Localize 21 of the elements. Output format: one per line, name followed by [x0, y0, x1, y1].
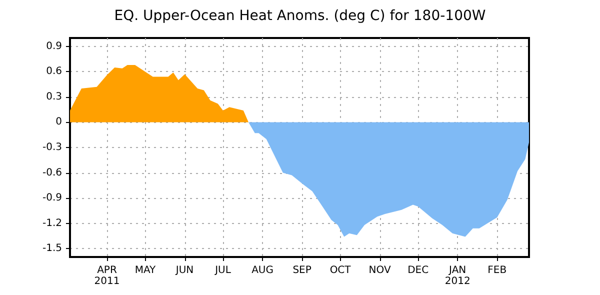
y-tick-label: -0.6 — [42, 167, 62, 178]
x-tick-label: AUG — [252, 265, 274, 276]
x-tick-label: MAY — [134, 265, 157, 276]
x-tick-label: OCT — [330, 265, 352, 276]
chart-title: EQ. Upper-Ocean Heat Anoms. (deg C) for 180-100W — [114, 8, 486, 24]
y-tick-label: -1.2 — [42, 218, 62, 229]
x-tick-label: DEC — [408, 265, 429, 276]
x-tick-label: APR 2011 — [94, 265, 120, 287]
y-tick-label: -0.3 — [42, 142, 62, 153]
x-tick-label: SEP — [292, 265, 312, 276]
y-tick-label: 0.6 — [46, 66, 62, 78]
x-tick-label: NOV — [368, 265, 391, 276]
y-tick-label: 0.9 — [46, 40, 62, 52]
x-tick-label: JAN 2012 — [444, 265, 470, 287]
x-tick-label: JUN — [174, 265, 194, 276]
y-tick-label: 0 — [56, 116, 62, 128]
x-tick-label: FEB — [488, 265, 507, 276]
y-tick-label: -0.9 — [42, 192, 62, 204]
y-tick-label: -1.5 — [42, 243, 62, 254]
y-tick-label: 0.3 — [46, 91, 62, 102]
x-tick-label: JUL — [214, 265, 232, 276]
